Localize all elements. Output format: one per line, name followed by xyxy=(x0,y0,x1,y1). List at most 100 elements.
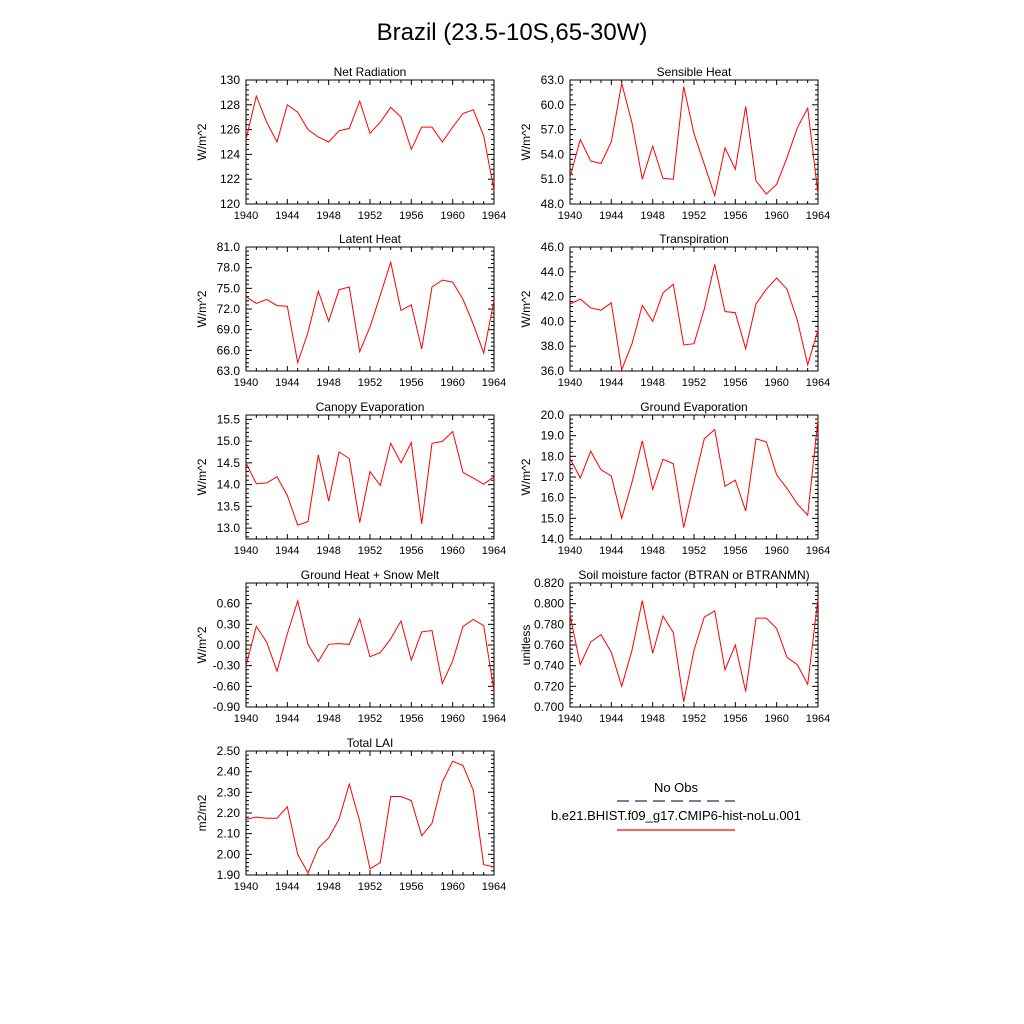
legend-label-obs: No Obs xyxy=(654,780,699,795)
panel-title: Ground Evaporation xyxy=(640,400,747,414)
x-tick-label: 1964 xyxy=(806,377,830,389)
y-tick-label: 48.0 xyxy=(541,197,565,211)
panel-title: Sensible Heat xyxy=(657,65,732,79)
series-line xyxy=(245,260,495,365)
x-tick-label: 1956 xyxy=(399,210,423,222)
y-axis-label: W/m^2 xyxy=(195,626,209,663)
x-tick-label: 1952 xyxy=(358,713,382,725)
panel-title: Net Radiation xyxy=(334,65,407,79)
y-tick-label: 81.0 xyxy=(217,240,241,254)
x-tick-label: 1952 xyxy=(358,881,382,893)
chart-panel-9: Total LAI m2/m2 1940 1944 1948 1952 1956 1960 19… xyxy=(195,736,506,893)
x-tick-label: 1964 xyxy=(806,545,830,557)
y-tick-label: 0.820 xyxy=(534,576,564,590)
x-tick-label: 1952 xyxy=(358,210,382,222)
plot-frame xyxy=(245,750,495,876)
x-tick-label: 1944 xyxy=(275,210,299,222)
chart-panel-4: Transpiration W/m^2 1940 1944 1948 1952 1956 19… xyxy=(519,232,830,389)
y-tick-label: 15.0 xyxy=(541,511,565,525)
x-tick-label: 1940 xyxy=(234,713,258,725)
x-tick-label: 1940 xyxy=(234,881,258,893)
x-tick-label: 1952 xyxy=(682,377,706,389)
plot-frame xyxy=(569,79,819,205)
x-tick-label: 1964 xyxy=(482,881,506,893)
x-tick-label: 1940 xyxy=(234,377,258,389)
y-axis-label: W/m^2 xyxy=(519,290,533,327)
y-tick-label: 130 xyxy=(220,73,240,87)
y-tick-label: 17.0 xyxy=(541,470,565,484)
x-tick-label: 1964 xyxy=(806,713,830,725)
x-tick-label: 1952 xyxy=(682,713,706,725)
x-tick-label: 1944 xyxy=(275,713,299,725)
y-tick-label: 36.0 xyxy=(541,364,565,378)
plot-frame xyxy=(569,246,819,372)
x-tick-label: 1964 xyxy=(482,545,506,557)
x-tick-label: 1948 xyxy=(640,377,664,389)
y-tick-label: 69.0 xyxy=(217,323,241,337)
x-tick-label: 1944 xyxy=(275,881,299,893)
chart-panel-6: Ground Evaporation W/m^2 1940 1944 1948 1952 1… xyxy=(519,400,830,557)
x-tick-label: 1960 xyxy=(440,713,464,725)
x-tick-label: 1952 xyxy=(358,377,382,389)
y-axis-label: unitless xyxy=(519,625,533,666)
y-axis-label: W/m^2 xyxy=(195,123,209,160)
plot-frame xyxy=(245,414,495,540)
y-tick-label: 46.0 xyxy=(541,240,565,254)
y-tick-label: 40.0 xyxy=(541,314,565,328)
y-tick-label: 66.0 xyxy=(217,343,241,357)
x-tick-label: 1960 xyxy=(440,881,464,893)
series-line xyxy=(245,760,495,875)
x-tick-label: 1956 xyxy=(399,377,423,389)
y-tick-label: 51.0 xyxy=(541,172,565,186)
y-tick-label: 78.0 xyxy=(217,261,241,275)
x-tick-label: 1944 xyxy=(599,210,623,222)
x-tick-label: 1940 xyxy=(234,545,258,557)
y-tick-label: 57.0 xyxy=(541,123,565,137)
series-line xyxy=(569,83,819,198)
x-tick-label: 1956 xyxy=(723,713,747,725)
y-tick-label: 60.0 xyxy=(541,98,565,112)
x-tick-label: 1960 xyxy=(764,545,788,557)
x-tick-label: 1940 xyxy=(234,210,258,222)
x-tick-label: 1964 xyxy=(806,210,830,222)
y-tick-label: 120 xyxy=(220,197,240,211)
y-tick-label: 0.800 xyxy=(534,597,564,611)
y-tick-label: 0.780 xyxy=(534,617,564,631)
x-tick-label: 1944 xyxy=(599,713,623,725)
y-tick-label: 126 xyxy=(220,123,240,137)
y-tick-label: 2.50 xyxy=(217,744,241,758)
x-tick-label: 1964 xyxy=(482,713,506,725)
chart-panel-1: Net Radiation W/m^2 1940 1944 1948 1952 1956 19… xyxy=(195,65,506,222)
series-line xyxy=(245,94,495,191)
x-tick-label: 1948 xyxy=(640,713,664,725)
x-tick-label: 1952 xyxy=(358,545,382,557)
y-tick-label: 19.0 xyxy=(541,429,565,443)
panel-title: Transpiration xyxy=(659,232,729,246)
y-tick-label: 14.0 xyxy=(217,478,241,492)
y-axis-label: m2/m2 xyxy=(195,794,209,831)
y-tick-label: 2.30 xyxy=(217,785,241,799)
y-tick-label: 124 xyxy=(220,147,240,161)
series-line xyxy=(245,430,495,526)
y-tick-label: 0.760 xyxy=(534,638,564,652)
y-tick-label: 38.0 xyxy=(541,339,565,353)
x-tick-label: 1940 xyxy=(558,713,582,725)
y-tick-label: 18.0 xyxy=(541,449,565,463)
chart-panel-5: Canopy Evaporation W/m^2 1940 1944 1948 1952 1… xyxy=(195,400,506,557)
x-tick-label: 1956 xyxy=(399,713,423,725)
x-tick-label: 1960 xyxy=(764,377,788,389)
chart-panel-2: Sensible Heat W/m^2 1940 1944 1948 1952 1956 19… xyxy=(519,65,830,222)
x-tick-label: 1940 xyxy=(558,377,582,389)
chart-panel-3: Latent Heat W/m^2 1940 1944 1948 1952 1956 1960… xyxy=(195,232,506,389)
plot-frame xyxy=(569,414,819,540)
y-tick-label: 13.0 xyxy=(217,521,241,535)
x-tick-label: 1944 xyxy=(599,545,623,557)
y-tick-label: 0.700 xyxy=(534,700,564,714)
y-axis-label: W/m^2 xyxy=(195,458,209,495)
y-tick-label: 63.0 xyxy=(541,73,565,87)
y-tick-label: 2.00 xyxy=(217,847,241,861)
x-tick-label: 1940 xyxy=(558,545,582,557)
series-line xyxy=(569,264,819,372)
x-tick-label: 1952 xyxy=(682,545,706,557)
